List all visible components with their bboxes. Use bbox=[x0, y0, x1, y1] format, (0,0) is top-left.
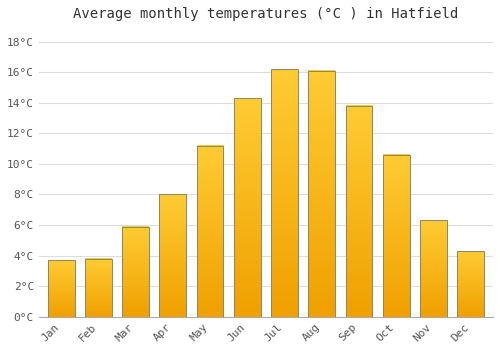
Bar bbox=[234, 98, 260, 317]
Title: Average monthly temperatures (°C ) in Hatfield: Average monthly temperatures (°C ) in Ha… bbox=[74, 7, 458, 21]
Bar bbox=[48, 260, 74, 317]
Bar bbox=[85, 259, 112, 317]
Bar bbox=[160, 195, 186, 317]
Bar bbox=[458, 251, 484, 317]
Bar bbox=[308, 71, 335, 317]
Bar bbox=[196, 146, 224, 317]
Bar bbox=[271, 69, 298, 317]
Bar bbox=[383, 155, 409, 317]
Bar bbox=[346, 106, 372, 317]
Bar bbox=[122, 226, 149, 317]
Bar bbox=[420, 220, 447, 317]
